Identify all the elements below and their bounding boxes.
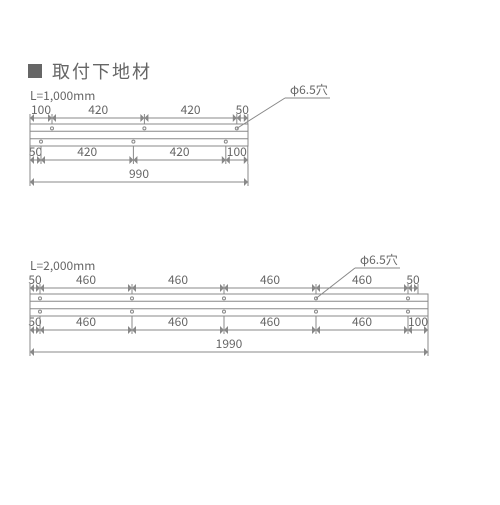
svg-text:50: 50 <box>29 143 43 160</box>
svg-text:460: 460 <box>352 313 372 330</box>
title-bullet-icon <box>28 64 42 78</box>
svg-text:100: 100 <box>31 101 51 118</box>
svg-text:460: 460 <box>260 271 280 288</box>
svg-text:460: 460 <box>168 313 188 330</box>
svg-text:50: 50 <box>236 101 250 118</box>
svg-text:460: 460 <box>352 271 372 288</box>
svg-text:460: 460 <box>76 271 96 288</box>
svg-text:100: 100 <box>227 143 247 160</box>
svg-text:420: 420 <box>88 101 108 118</box>
svg-text:460: 460 <box>168 271 188 288</box>
rail-body <box>30 124 248 146</box>
svg-text:990: 990 <box>129 165 149 182</box>
svg-text:420: 420 <box>77 143 97 160</box>
svg-text:420: 420 <box>170 143 190 160</box>
section-title: 取付下地材 <box>28 58 152 84</box>
svg-text:460: 460 <box>260 313 280 330</box>
svg-text:100: 100 <box>408 313 428 330</box>
hole-label: φ6.5穴 <box>360 251 398 268</box>
hole-label: φ6.5穴 <box>290 81 328 98</box>
svg-text:1990: 1990 <box>216 335 243 352</box>
svg-text:460: 460 <box>76 313 96 330</box>
svg-text:420: 420 <box>181 101 201 118</box>
title-text: 取付下地材 <box>52 58 152 84</box>
